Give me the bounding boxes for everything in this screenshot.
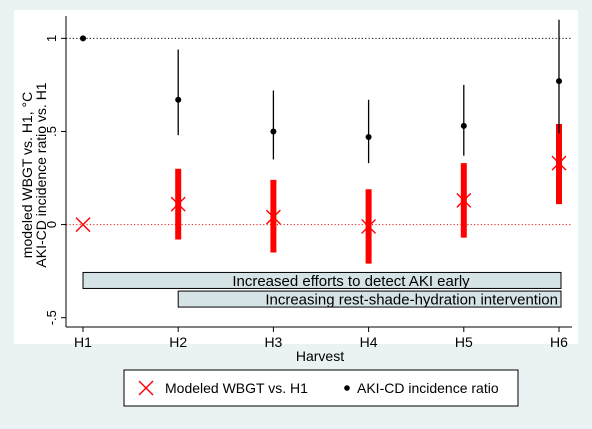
data-series [75,19,567,264]
wbgt-x-stroke-b [456,192,472,208]
y-axis-label-line-1: AKI-CD incidence ratio vs. H1 [33,82,49,267]
aki-point-H6 [556,78,562,85]
legend-x-marker [138,380,154,396]
wbgt-x-stroke-b [75,217,91,233]
wbgt-x-marker-H2 [170,196,186,212]
x-tick-label-H3: H3 [264,334,282,350]
wbgt-x-stroke-b [551,155,567,171]
axes: -.5 0 .5 1 H1 H2 H3 H4 H5 H6 [44,16,572,350]
wbgt-x-stroke-b [265,209,281,225]
annotation-box-1 [177,290,562,308]
reference-lines [66,37,572,226]
annotation-label-1: Increasing rest-shade-hydration interven… [265,292,558,309]
y-tick-label-3: 1 [44,35,59,42]
y-tick-label-1: 0 [44,221,59,228]
aki-point-H2 [175,96,182,103]
x-tick-label-H6: H6 [550,334,568,350]
x-tick-label-H2: H2 [169,334,187,350]
annotation-boxes: Increased efforts to detect AKI early Inc… [82,271,562,309]
wbgt-x-marker-H6 [551,155,567,171]
x-axis-label: Harvest [296,348,344,364]
legend: Modeled WBGT vs. H1 AKI-CD incidence rat… [123,369,519,407]
x-tick-label-H4: H4 [360,334,378,350]
wbgt-x-marker-H4 [361,218,377,234]
wbgt-x-stroke-b [170,196,186,212]
annotation-box-0 [82,271,562,289]
legend-box [123,369,519,407]
aki-point-H5 [460,122,467,129]
aki-point-H4 [365,134,372,141]
legend-label-wbgt: Modeled WBGT vs. H1 [165,380,308,396]
legend-x-stroke-b [138,380,154,396]
wbgt-x-stroke-b [361,218,377,234]
y-axis-label-line-2: modeled WBGT vs. H1, °C [19,92,35,258]
wbgt-x-marker-H5 [456,192,472,208]
x-tick-label-H1: H1 [74,334,92,350]
legend-label-aki: AKI-CD incidence ratio [357,380,499,396]
aki-point-H3 [270,128,277,135]
y-tick-label-2: .5 [44,126,59,137]
legend-dot-marker [344,385,350,391]
aki-point-H1 [80,35,86,42]
annotation-label-0: Increased efforts to detect AKI early [232,273,470,290]
y-tick-label-0: -.5 [44,310,59,325]
wbgt-x-marker-H1 [75,217,91,233]
x-tick-label-H5: H5 [455,334,473,350]
wbgt-x-marker-H3 [265,209,281,225]
